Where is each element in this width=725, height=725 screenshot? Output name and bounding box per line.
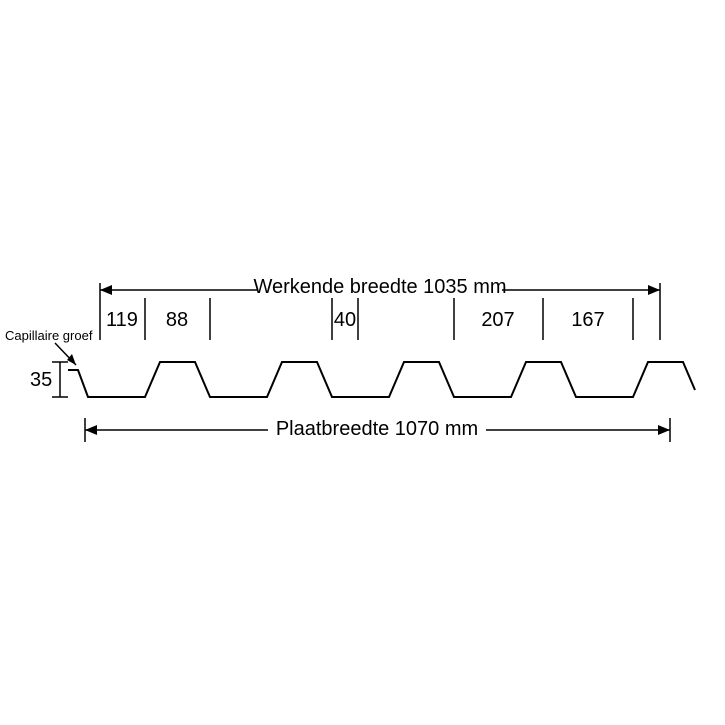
height-label: 35: [30, 369, 52, 391]
plate-width-label: Plaatbreedte 1070 mm: [276, 418, 478, 440]
profile-path: [68, 362, 695, 397]
capillary-label: Capillaire groef: [5, 328, 93, 343]
height-dimension: 35: [30, 362, 68, 397]
dim1-label: 119: [106, 309, 138, 331]
capillary-annotation: Capillaire groef: [5, 328, 93, 365]
plate-width-dimension: Plaatbreedte 1070 mm: [85, 416, 670, 442]
working-width-label: Werkende breedte 1035 mm: [253, 276, 506, 298]
profile-drawing: 35 Capillaire groef Werkende breedte 103…: [0, 0, 725, 725]
segment-dimensions: 119 88 40 207 167: [106, 298, 633, 340]
dim4-label: 207: [481, 309, 514, 331]
dim5-label: 167: [571, 309, 604, 331]
diagram-canvas: 35 Capillaire groef Werkende breedte 103…: [0, 0, 725, 725]
dim2-label: 88: [166, 309, 188, 331]
dim3-label: 40: [334, 309, 356, 331]
